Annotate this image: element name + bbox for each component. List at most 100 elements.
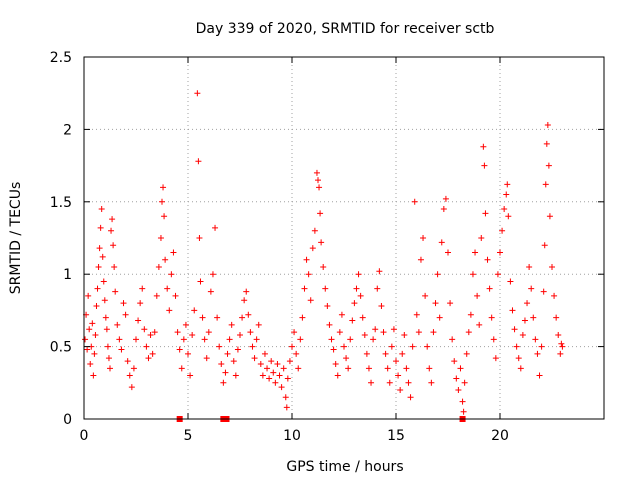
data-point	[157, 235, 164, 241]
data-point	[239, 314, 246, 321]
data-point	[286, 358, 293, 365]
data-point	[197, 278, 204, 285]
data-point	[112, 288, 119, 295]
data-points	[82, 90, 566, 415]
data-point	[447, 300, 454, 307]
data-point	[534, 350, 541, 357]
data-point	[501, 206, 508, 213]
data-point	[474, 292, 481, 299]
data-point	[220, 379, 227, 386]
data-point	[442, 195, 449, 202]
data-point	[328, 336, 335, 343]
data-point	[370, 336, 377, 343]
y-tick-label: 1	[63, 267, 72, 283]
data-point	[411, 198, 418, 205]
x-axis-label: GPS time / hours	[286, 459, 403, 475]
data-point	[282, 394, 289, 401]
data-point	[549, 263, 555, 270]
data-point	[301, 285, 308, 292]
data-point	[326, 321, 333, 328]
data-point	[90, 372, 97, 379]
data-point	[481, 162, 488, 169]
y-tick-label: 0	[63, 412, 72, 428]
data-point	[324, 303, 331, 310]
data-point	[170, 249, 177, 256]
data-point	[105, 355, 112, 362]
data-point	[228, 321, 235, 328]
data-point	[519, 332, 526, 339]
data-point	[203, 355, 210, 362]
data-point	[349, 317, 356, 324]
data-point	[159, 198, 165, 205]
data-point	[347, 336, 354, 343]
data-point	[451, 358, 458, 365]
data-point	[453, 375, 460, 382]
data-point	[480, 143, 487, 150]
data-point	[465, 329, 472, 336]
data-point	[365, 365, 372, 372]
x-tick-label: 0	[80, 428, 89, 444]
data-point	[524, 300, 531, 307]
data-point	[374, 285, 381, 292]
data-point	[311, 227, 318, 234]
data-point	[280, 365, 287, 372]
data-point	[241, 297, 248, 304]
data-point	[511, 326, 518, 333]
plot-frame	[83, 56, 605, 420]
data-point	[116, 336, 123, 343]
data-point	[555, 332, 562, 339]
data-point	[536, 372, 543, 379]
data-point	[268, 358, 275, 365]
data-point	[209, 271, 216, 278]
data-point	[424, 343, 431, 350]
x-tick-label: 15	[387, 428, 405, 444]
data-point	[176, 346, 183, 353]
data-point	[401, 332, 408, 339]
data-point	[504, 181, 511, 188]
data-point	[330, 346, 337, 353]
data-point	[120, 300, 127, 307]
data-point	[540, 288, 547, 295]
data-point	[490, 336, 497, 343]
data-point	[405, 379, 412, 386]
data-point	[499, 227, 506, 234]
data-point	[355, 271, 362, 278]
data-point	[118, 346, 125, 353]
data-point	[185, 350, 191, 357]
data-point	[380, 329, 387, 336]
data-point	[207, 288, 214, 295]
data-point	[130, 365, 137, 372]
data-point	[89, 320, 96, 327]
data-point	[272, 379, 279, 386]
data-point	[178, 365, 185, 372]
data-point	[434, 271, 441, 278]
data-point	[413, 311, 420, 318]
data-point	[291, 329, 298, 336]
data-point	[315, 177, 321, 184]
data-point	[351, 300, 358, 307]
data-point	[82, 336, 89, 343]
axis-ticks: 0 5 10 15 20 0 0.5 1 1.5 2 2.5	[50, 50, 604, 444]
data-point	[147, 332, 154, 339]
data-point	[289, 343, 295, 350]
data-point	[237, 332, 243, 339]
data-point	[338, 311, 345, 318]
data-point	[196, 235, 203, 241]
data-point	[114, 321, 121, 328]
data-point	[532, 336, 539, 343]
data-point	[543, 140, 550, 147]
data-point	[430, 329, 437, 336]
data-point	[420, 235, 427, 241]
data-point	[482, 210, 489, 217]
data-point	[278, 384, 285, 391]
data-point	[135, 317, 142, 324]
data-point	[102, 314, 109, 321]
data-point	[222, 369, 229, 376]
data-point	[151, 329, 158, 336]
data-point	[109, 216, 116, 223]
data-point	[316, 184, 323, 191]
data-point	[463, 350, 470, 357]
data-point	[97, 224, 104, 231]
x-tick-label: 10	[283, 428, 301, 444]
data-point	[194, 90, 201, 97]
